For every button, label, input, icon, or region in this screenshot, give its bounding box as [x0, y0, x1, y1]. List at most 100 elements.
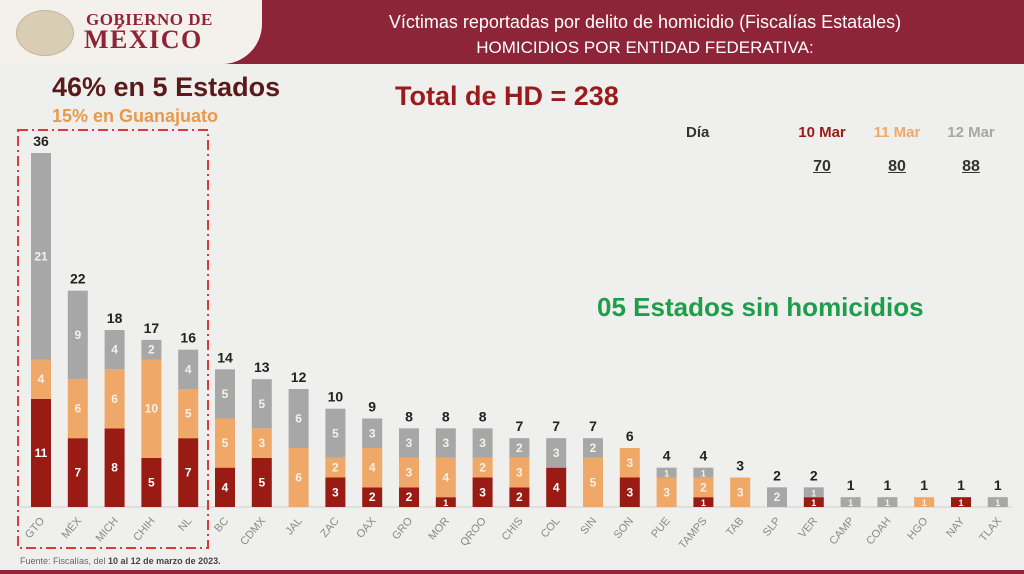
- bar-segment-méx-2: [67, 290, 88, 380]
- bar-segment-oax-0: [362, 487, 383, 507]
- total-10-mar: 70: [813, 158, 831, 175]
- segment-label: 2: [332, 461, 339, 475]
- category-label: GRO: [390, 515, 416, 542]
- category-label: TAB: [724, 515, 746, 538]
- bar-segment-mor-2: [435, 428, 456, 458]
- bar-segment-qroo-1: [472, 457, 493, 478]
- bar-total-label: 18: [107, 310, 123, 326]
- source-dates: 10 al 12 de marzo de 2023.: [108, 556, 221, 566]
- category-label: TAMPS: [677, 515, 710, 551]
- segment-label: 3: [479, 485, 486, 499]
- bar-segment-col-2: [546, 438, 567, 468]
- bar-total-label: 10: [328, 389, 344, 405]
- bar-segment-chis-0: [509, 487, 530, 507]
- segment-label: 3: [442, 436, 449, 450]
- segment-label: 2: [774, 490, 781, 504]
- bar-segment-zac-0: [325, 477, 346, 507]
- segment-label: 3: [663, 485, 670, 499]
- bar-total-label: 9: [368, 399, 376, 415]
- segment-label: 1: [922, 498, 927, 508]
- segment-label: 5: [222, 436, 229, 450]
- segment-label: 6: [111, 392, 118, 406]
- segment-label: 3: [516, 466, 523, 480]
- segment-label: 5: [185, 407, 192, 421]
- category-label: CHIH: [131, 515, 158, 543]
- bar-segment-son-0: [619, 477, 640, 507]
- category-label: OAX: [354, 515, 379, 541]
- segment-label: 2: [516, 490, 523, 504]
- logo-line1: GOBIERNO DE: [86, 10, 213, 29]
- legend-11-mar: 11 Mar: [873, 124, 921, 141]
- category-label: NAY: [944, 515, 968, 540]
- bar-total-label: 4: [700, 448, 708, 464]
- segment-label: 1: [885, 498, 890, 508]
- category-label: GTO: [23, 515, 48, 541]
- bar-total-label: 12: [291, 369, 307, 385]
- bar-segment-gto-2: [31, 153, 51, 360]
- footer-bar: [0, 570, 1024, 574]
- bar-segment-chih-1: [141, 359, 162, 458]
- category-label: VER: [796, 515, 820, 540]
- bar-total-label: 7: [589, 418, 597, 434]
- segment-label: 7: [185, 466, 192, 480]
- segment-label: 3: [406, 436, 413, 450]
- bar-segment-mor-1: [435, 457, 456, 498]
- segment-label: 6: [295, 412, 302, 426]
- segment-label: 5: [590, 475, 597, 489]
- category-label: COL: [539, 515, 563, 540]
- category-label: SIN: [578, 515, 599, 537]
- bar-segment-oax-2: [362, 418, 383, 448]
- category-label: QROO: [458, 515, 489, 549]
- segment-label: 4: [369, 461, 376, 475]
- bar-segment-zac-2: [325, 408, 346, 458]
- bar-segment-sin-1: [583, 457, 603, 507]
- bar-segment-tamps-1: [693, 477, 714, 498]
- page-subtitle: HOMICIDIOS POR ENTIDAD FEDERATIVA:: [476, 38, 814, 57]
- segment-label: 2: [590, 441, 597, 455]
- bar-segment-gro-1: [399, 457, 419, 488]
- segment-label: 1: [995, 498, 1000, 508]
- bar-total-label: 8: [405, 408, 413, 424]
- bar-total-label: 16: [180, 330, 196, 346]
- segment-label: 2: [406, 490, 413, 504]
- bar-total-label: 7: [552, 418, 560, 434]
- bar-segment-gto-1: [31, 359, 51, 399]
- bar-segment-gto-0: [31, 398, 51, 507]
- segment-label: 21: [34, 249, 48, 263]
- category-label: JAL: [284, 515, 305, 537]
- bar-segment-sin-2: [583, 438, 603, 458]
- bar-segment-tamps-2: [693, 467, 714, 478]
- segment-label: 3: [332, 485, 339, 499]
- bar-segment-mich-2: [104, 330, 125, 370]
- segment-label: 6: [295, 471, 302, 485]
- category-label: SLP: [761, 515, 784, 539]
- segment-label: 3: [406, 466, 413, 480]
- segment-label: 2: [369, 490, 376, 504]
- bar-segment-méx-1: [67, 379, 88, 439]
- category-label: COAH: [864, 515, 894, 547]
- bar-total-label: 1: [994, 477, 1002, 493]
- total-11-mar: 80: [888, 158, 906, 175]
- bar-segment-zac-1: [325, 457, 346, 478]
- category-label: PUE: [649, 515, 673, 540]
- category-label: MICH: [94, 515, 121, 544]
- segment-label: 1: [664, 469, 669, 479]
- bar-segment-mor-0: [435, 497, 456, 507]
- logo-line2: MÉXICO: [84, 25, 203, 54]
- bar-segment-jal-1: [288, 448, 309, 507]
- segment-label: 4: [222, 480, 229, 494]
- states-without-homicides: 05 Estados sin homicidios: [597, 292, 924, 322]
- bar-segment-chis-1: [509, 457, 530, 488]
- segment-label: 4: [442, 471, 449, 485]
- category-label: CDMX: [238, 515, 268, 548]
- bar-segment-bc-2: [215, 369, 235, 419]
- bar-total-label: 8: [479, 408, 487, 424]
- bar-segment-mich-1: [104, 369, 125, 429]
- category-label: MOR: [426, 515, 452, 542]
- category-label: MÉX: [59, 514, 85, 541]
- category-label: TLAX: [977, 515, 1004, 544]
- bar-segment-bc-0: [215, 467, 235, 507]
- segment-label: 1: [701, 498, 706, 508]
- segment-label: 5: [258, 475, 265, 489]
